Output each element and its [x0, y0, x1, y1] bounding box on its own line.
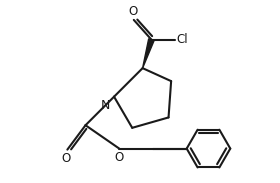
- Text: O: O: [62, 152, 71, 165]
- Text: O: O: [128, 5, 137, 18]
- Text: N: N: [101, 99, 110, 112]
- Text: O: O: [115, 151, 124, 164]
- Polygon shape: [143, 39, 154, 68]
- Text: Cl: Cl: [177, 33, 188, 46]
